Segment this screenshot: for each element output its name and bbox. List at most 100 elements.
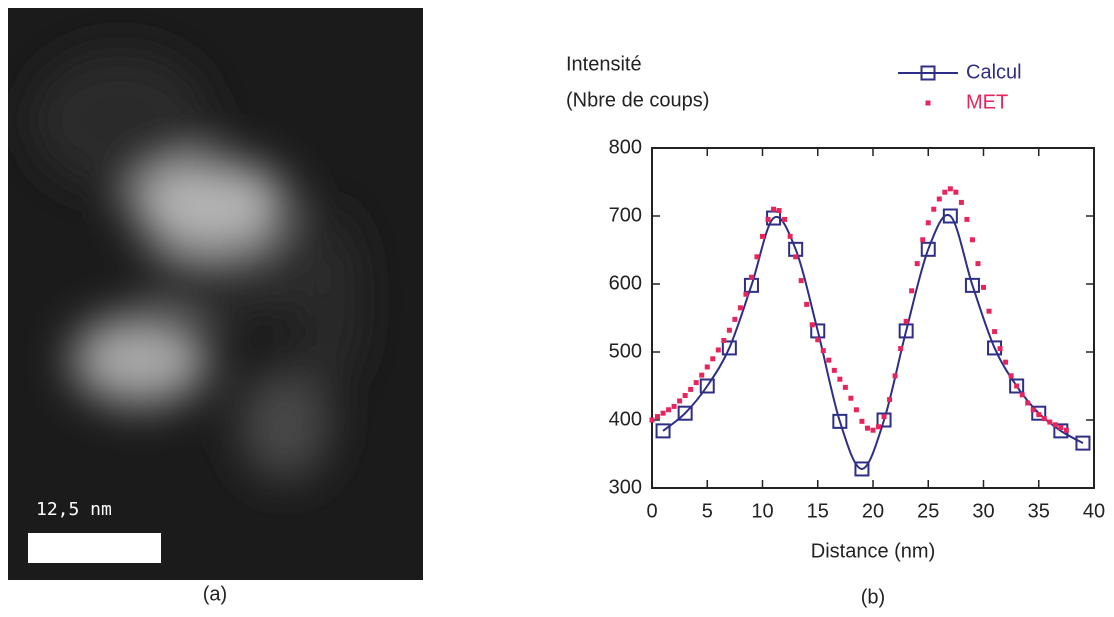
marker-square — [898, 323, 914, 339]
marker-dot — [864, 425, 870, 431]
marker-dot — [898, 346, 904, 352]
marker-dot — [1052, 422, 1058, 428]
y-axis-label: Intensité — [566, 53, 642, 75]
marker-square — [699, 378, 715, 394]
marker-dot — [887, 397, 893, 403]
marker-dot — [666, 407, 672, 413]
marker-dot — [920, 237, 926, 243]
panel-label: (a) — [203, 583, 227, 605]
marker-dot — [947, 186, 953, 192]
marker-dot — [842, 384, 848, 390]
x-tick-label: 0 — [646, 500, 657, 522]
marker-dot — [715, 347, 721, 353]
marker-dot — [776, 208, 782, 214]
marker-dot — [892, 373, 898, 379]
legend-label: MET — [966, 91, 1008, 113]
marker-dot — [649, 417, 655, 423]
marker-dot — [1058, 424, 1064, 430]
marker-dot — [721, 337, 727, 343]
marker-dot — [997, 346, 1003, 352]
marker-dot — [914, 261, 920, 267]
marker-dot — [732, 316, 738, 322]
marker-dot — [655, 414, 661, 420]
marker-dot — [1047, 419, 1053, 425]
marker-dot — [754, 254, 760, 260]
marker-dot — [859, 418, 865, 424]
x-axis-label: Distance (nm) — [811, 540, 935, 562]
marker-square — [1031, 405, 1047, 421]
marker-dot — [986, 308, 992, 314]
marker-dot — [760, 233, 765, 239]
marker-square — [854, 461, 870, 477]
marker-dot — [765, 216, 771, 222]
marker-square — [1009, 378, 1025, 394]
marker-dot — [671, 403, 677, 409]
marker-dot — [677, 398, 683, 404]
x-tick-label: 20 — [862, 500, 884, 522]
marker-square — [1075, 435, 1091, 451]
marker-dot — [748, 274, 754, 280]
marker-dot — [820, 348, 826, 354]
marker-dot — [787, 233, 793, 239]
scale-bar — [28, 533, 161, 563]
marker-dot — [804, 301, 810, 307]
marker-dot — [1036, 412, 1042, 418]
marker-dot — [909, 288, 915, 294]
y-tick-label: 300 — [609, 476, 642, 498]
marker-dot — [1030, 407, 1036, 413]
y-tick-label: 600 — [609, 272, 642, 294]
x-tick-label: 15 — [807, 500, 829, 522]
marker-dot — [881, 414, 887, 420]
legend-label: Calcul — [966, 61, 1022, 83]
marker-dot — [798, 278, 804, 284]
y-axis-label: (Nbre de coups) — [566, 89, 709, 111]
marker-dot — [693, 380, 699, 386]
marker-dot — [710, 356, 716, 362]
marker-dot — [809, 322, 815, 328]
x-tick-label: 30 — [972, 500, 994, 522]
y-tick-label: 800 — [609, 136, 642, 158]
marker-square — [964, 277, 980, 293]
legend-marker — [920, 65, 936, 81]
marker-dot — [699, 372, 705, 378]
legend-marker — [925, 100, 931, 106]
marker-square — [832, 413, 848, 429]
marker-dot — [953, 189, 959, 195]
marker-dot — [876, 424, 882, 430]
marker-dot — [793, 254, 799, 260]
marker-dot — [964, 216, 970, 222]
marker-square — [721, 340, 737, 356]
scale-bar-label: 12,5 nm — [36, 499, 112, 520]
y-tick-label: 700 — [609, 204, 642, 226]
x-tick-label: 5 — [702, 500, 713, 522]
marker-dot — [848, 395, 854, 401]
marker-square — [942, 208, 958, 224]
marker-dot — [942, 189, 948, 195]
marker-dot — [931, 206, 937, 212]
marker-dot — [975, 261, 981, 267]
marker-dot — [1008, 373, 1014, 379]
marker-dot — [1041, 416, 1047, 422]
marker-square — [677, 405, 693, 421]
micrograph: 12,5 nm — [8, 8, 423, 580]
x-tick-label: 40 — [1083, 500, 1105, 522]
marker-dot — [1014, 383, 1020, 389]
marker-dot — [969, 237, 975, 243]
marker-dot — [1025, 400, 1031, 406]
marker-dot — [1063, 427, 1069, 433]
marker-dot — [682, 393, 688, 399]
marker-dot — [660, 410, 666, 416]
y-tick-label: 500 — [609, 340, 642, 362]
marker-dot — [925, 220, 931, 226]
x-tick-label: 35 — [1028, 500, 1050, 522]
x-tick-label: 25 — [917, 500, 939, 522]
marker-dot — [1019, 392, 1025, 398]
marker-dot — [903, 318, 909, 324]
marker-dot — [815, 337, 821, 343]
marker-dot — [782, 216, 788, 222]
plot-frame — [651, 147, 1095, 489]
marker-dot — [1003, 359, 1009, 365]
marker-dot — [726, 327, 732, 333]
marker-dot — [837, 376, 843, 382]
